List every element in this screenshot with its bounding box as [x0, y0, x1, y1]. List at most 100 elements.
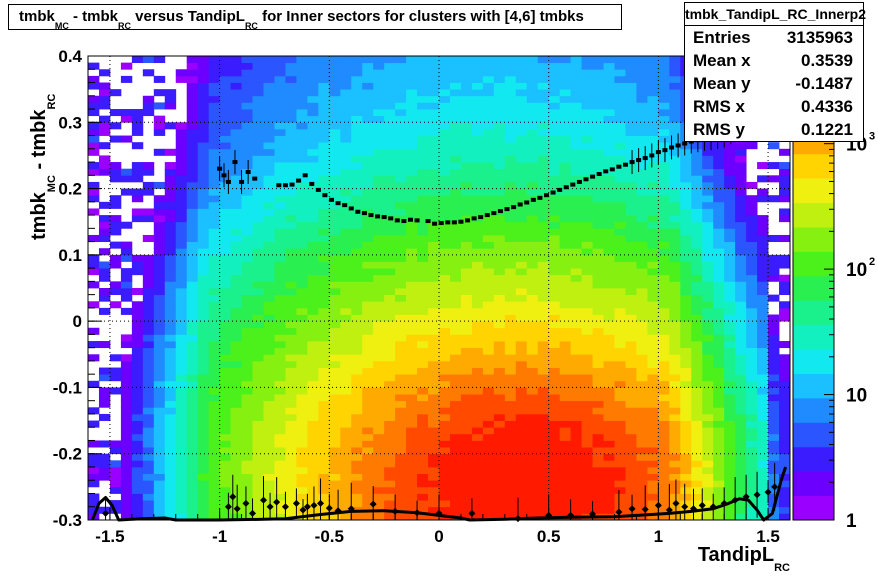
heatmap-cell: [131, 314, 144, 322]
heatmap-cell: [493, 201, 506, 209]
heatmap-cell: [768, 261, 780, 269]
heatmap-cell: [208, 128, 221, 136]
heatmap-cell: [779, 413, 791, 421]
heatmap-cell: [548, 500, 561, 508]
heatmap-cell: [526, 473, 539, 481]
heatmap-cell: [504, 314, 517, 322]
heatmap-cell: [230, 486, 242, 494]
heatmap-cell: [318, 181, 330, 189]
heatmap-cell: [186, 294, 199, 302]
heatmap-cell: [340, 281, 352, 289]
heatmap-cell: [702, 215, 714, 223]
heatmap-cell: [131, 354, 144, 362]
heatmap-cell: [175, 142, 188, 150]
heatmap-cell: [482, 506, 495, 514]
heatmap-cell: [658, 102, 670, 110]
heatmap-cell: [329, 261, 341, 269]
heatmap-cell: [526, 486, 539, 494]
heatmap-cell: [581, 413, 593, 421]
heatmap-cell: [208, 500, 221, 508]
heatmap-cell: [691, 228, 703, 236]
heatmap-cell: [153, 447, 166, 455]
projection-point: [468, 509, 476, 517]
heatmap-cell: [614, 453, 626, 461]
heatmap-cell: [175, 228, 188, 236]
heatmap-cell: [449, 128, 462, 136]
heatmap-cell: [197, 89, 210, 97]
heatmap-cell: [88, 354, 100, 362]
heatmap-cell: [724, 480, 736, 488]
heatmap-cell: [702, 513, 714, 521]
heatmap-cell: [88, 254, 100, 262]
heatmap-cell: [779, 162, 791, 170]
heatmap-cell: [395, 407, 407, 415]
heatmap-cell: [175, 314, 188, 322]
heatmap-cell: [164, 288, 177, 296]
heatmap-cell: [482, 500, 495, 508]
heatmap-cell: [142, 102, 155, 110]
heatmap-cell: [131, 268, 144, 276]
heatmap-cell: [449, 62, 462, 70]
heatmap-cell: [252, 420, 264, 428]
heatmap-cell: [746, 274, 758, 282]
heatmap-cell: [680, 334, 692, 342]
heatmap-cell: [603, 354, 615, 362]
heatmap-cell: [779, 460, 791, 468]
heatmap-cell: [373, 188, 385, 196]
heatmap-cell: [647, 367, 659, 375]
heatmap-cell: [88, 460, 100, 468]
profile-point: [524, 200, 530, 205]
heatmap-cell: [406, 175, 418, 183]
heatmap-cell: [439, 148, 451, 156]
heatmap-cell: [735, 360, 747, 368]
y-tick-label: 0.3: [58, 113, 82, 132]
heatmap-cell: [252, 168, 264, 176]
heatmap-cell: [175, 254, 188, 262]
heatmap-cell: [526, 347, 539, 355]
heatmap-cell: [395, 413, 407, 421]
heatmap-cell: [548, 234, 561, 242]
heatmap-cell: [537, 447, 550, 455]
heatmap-cell: [439, 440, 451, 448]
projection-point: [764, 488, 772, 496]
heatmap-cell: [537, 261, 550, 269]
heatmap-cell: [142, 433, 155, 441]
heatmap-cell: [603, 367, 615, 375]
heatmap-cell: [285, 327, 297, 335]
heatmap-cell: [120, 480, 133, 488]
heatmap-cell: [559, 102, 572, 110]
heatmap-cell: [340, 506, 352, 514]
heatmap-cell: [153, 466, 166, 474]
heatmap-cell: [570, 288, 582, 296]
heatmap-cell: [142, 453, 155, 461]
heatmap-cell: [482, 135, 495, 143]
z-tick-label: 1: [846, 511, 857, 532]
heatmap-cell: [175, 281, 188, 289]
heatmap-cell: [526, 506, 539, 514]
heatmap-cell: [779, 407, 791, 415]
heatmap-cell: [504, 82, 517, 90]
heatmap-cell: [307, 360, 319, 368]
heatmap-cell: [252, 513, 264, 521]
heatmap-cell: [318, 254, 330, 262]
heatmap-cell: [548, 122, 561, 130]
heatmap-cell: [680, 493, 692, 501]
heatmap-cell: [559, 453, 572, 461]
heatmap-cell: [713, 427, 725, 435]
heatmap-cell: [351, 447, 363, 455]
heatmap-cell: [526, 294, 539, 302]
heatmap-cell: [88, 407, 100, 415]
heatmap-cell: [362, 367, 374, 375]
x-axis: -1.5 -1 -0.5 0 0.5 1 1.5: [87, 508, 791, 546]
heatmap-cell: [724, 440, 736, 448]
heatmap-cell: [131, 115, 144, 123]
heatmap-cell: [318, 420, 330, 428]
heatmap-cell: [636, 142, 648, 150]
heatmap-cell: [373, 181, 385, 189]
heatmap-cell: [241, 420, 253, 428]
heatmap-cell: [779, 254, 791, 262]
heatmap-cell: [548, 413, 561, 421]
heatmap-cell: [482, 473, 495, 481]
heatmap-cell: [373, 122, 385, 130]
heatmap-cell: [559, 135, 572, 143]
